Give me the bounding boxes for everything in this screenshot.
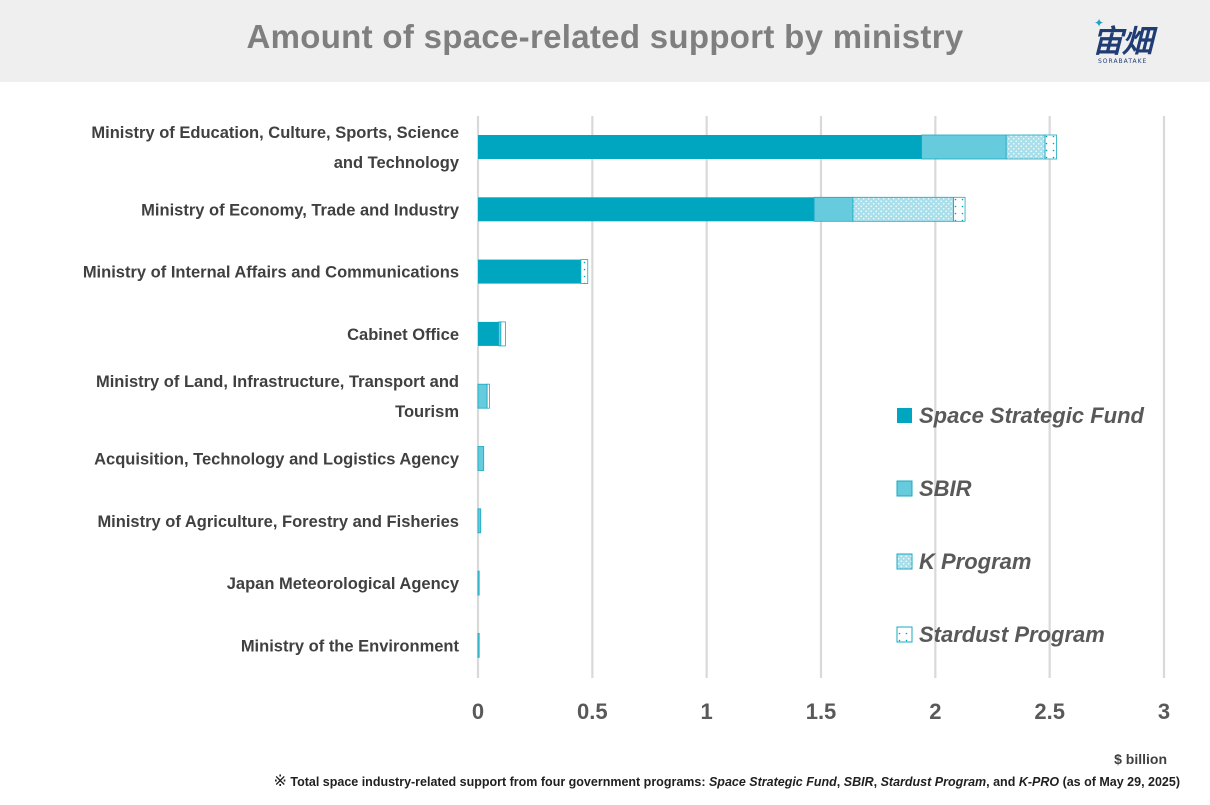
footnote-separator: , xyxy=(873,775,881,789)
legend-label: Stardust Program xyxy=(919,622,1105,647)
x-tick-label: 2.5 xyxy=(1034,699,1065,724)
bar-segment xyxy=(921,134,1007,160)
logo-subtext: SORABATAKE xyxy=(1098,58,1148,65)
logo-wordmark: 宙畑 xyxy=(1092,24,1153,60)
bar-segment xyxy=(477,633,480,658)
category-label: Ministry of Education, Culture, Sports, … xyxy=(91,124,459,172)
bar-segment xyxy=(477,383,488,409)
category-label: Cabinet Office xyxy=(347,326,459,344)
bar-segment xyxy=(813,196,854,222)
reference-mark: ※ xyxy=(273,773,287,790)
footnote-suffix: (as of May 29, 2025) xyxy=(1059,775,1180,789)
footnote-program-4: K-PRO xyxy=(1018,775,1060,789)
bar-segment xyxy=(1044,134,1057,160)
unit-label: $ billion xyxy=(1114,751,1167,767)
header-bar: Amount of space-related support by minis… xyxy=(0,0,1210,82)
x-tick-label: 3 xyxy=(1158,699,1170,724)
bar-segment xyxy=(477,508,482,534)
footnote-prefix: Total space industry-related support fro… xyxy=(286,775,709,789)
footnote: ※ Total space industry-related support f… xyxy=(274,771,1180,791)
bar-segment xyxy=(477,446,485,471)
footnote-program-3: Stardust Program xyxy=(880,775,987,789)
legend-swatch xyxy=(896,480,913,497)
category-label: Ministry of Internal Affairs and Communi… xyxy=(83,264,459,282)
category-label: Ministry of Agriculture, Forestry and Fi… xyxy=(97,513,459,531)
legend-swatch xyxy=(896,553,913,570)
x-tick-label: 0.5 xyxy=(577,699,608,724)
bar-segment xyxy=(953,196,966,222)
bar-segment xyxy=(478,259,581,284)
category-label: Ministry of Economy, Trade and Industry xyxy=(141,201,460,219)
bar-segment xyxy=(486,383,490,409)
x-tick-label: 0 xyxy=(472,699,484,724)
page-title: Amount of space-related support by minis… xyxy=(246,18,964,55)
bar-segment xyxy=(478,135,922,159)
bar-segment xyxy=(478,197,815,222)
category-labels: Ministry of Education, Culture, Sports, … xyxy=(83,124,460,655)
bar-segment xyxy=(500,321,506,347)
x-tick-label: 2 xyxy=(929,699,941,724)
footnote-program-2: SBIR xyxy=(843,775,874,789)
sparkle-icon: ✦ xyxy=(1094,16,1105,30)
legend-label: K Program xyxy=(919,549,1031,574)
bar-segment xyxy=(477,570,480,596)
legend-label: Space Strategic Fund xyxy=(919,403,1145,428)
legend-swatch xyxy=(896,626,913,643)
x-tick-label: 1 xyxy=(701,699,713,724)
stacked-bar-chart: Ministry of Education, Culture, Sports, … xyxy=(83,116,1170,724)
bar-segment xyxy=(580,259,589,285)
x-tick-labels: 0 0.5 1 1.5 2 2.5 3 xyxy=(472,699,1170,724)
legend-swatch xyxy=(897,408,912,423)
category-label: Ministry of Land, Infrastructure, Transp… xyxy=(96,373,459,421)
category-label: Ministry of the Environment xyxy=(241,637,460,655)
x-tick-label: 1.5 xyxy=(806,699,837,724)
bar-segment xyxy=(852,196,955,222)
category-label: Japan Meteorological Agency xyxy=(227,575,460,593)
bar-segment xyxy=(1005,134,1046,160)
footnote-program-1: Space Strategic Fund xyxy=(708,775,837,789)
bars xyxy=(477,134,1057,658)
legend: Space Strategic Fund SBIR K Program Stardus… xyxy=(896,403,1145,647)
sorabatake-logo: ✦ 宙畑 SORABATAKE xyxy=(1088,14,1174,72)
legend-label: SBIR xyxy=(919,476,972,501)
category-label: Acquisition, Technology and Logistics Ag… xyxy=(94,451,460,469)
footnote-separator: , xyxy=(836,775,844,789)
bar-segment xyxy=(478,321,499,346)
footnote-separator: , and xyxy=(986,775,1019,789)
